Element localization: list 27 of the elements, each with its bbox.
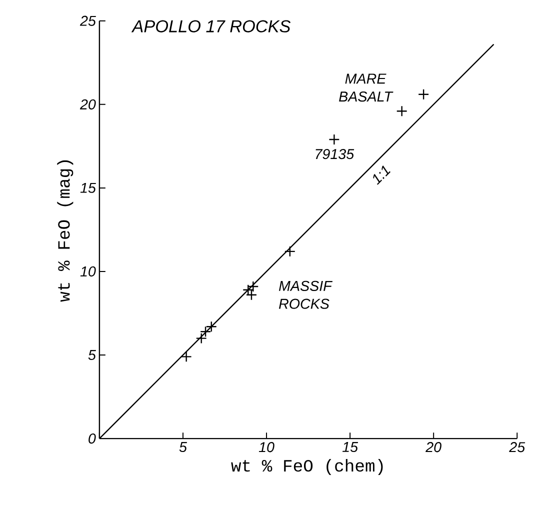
y-tick-label: 15	[80, 182, 96, 193]
y-tick-label: 0	[88, 433, 96, 444]
x-tick-label: 10	[258, 442, 274, 452]
point	[284, 246, 296, 257]
annotation: 79135	[316, 148, 354, 160]
y-tick-label: 25	[80, 16, 96, 26]
x-tick-label: 25	[509, 442, 526, 452]
y-axis-title: wt % FeO (mag)	[57, 160, 74, 302]
y-tick-label: 20	[80, 99, 96, 110]
point	[396, 105, 408, 117]
point	[248, 280, 259, 292]
point	[418, 88, 430, 100]
point	[180, 351, 192, 362]
x-tick-label: 15	[342, 442, 358, 452]
annotation: MASSIF ROCKS	[278, 280, 333, 309]
y-tick-label: 10	[80, 266, 96, 276]
y-tick-label: 5	[88, 350, 96, 360]
annotation: 1:1	[373, 165, 390, 185]
x-axis-title: wt % FeO (chem)	[231, 458, 383, 475]
chart-title: APOLLO 17 ROCKS	[131, 20, 291, 32]
point	[206, 320, 217, 332]
point	[196, 332, 207, 344]
x-tick-label: 20	[426, 442, 442, 452]
annotation: MARE BASALT	[339, 74, 394, 102]
point	[200, 326, 212, 338]
point	[328, 134, 340, 145]
x-tick-label: 5	[179, 442, 187, 452]
